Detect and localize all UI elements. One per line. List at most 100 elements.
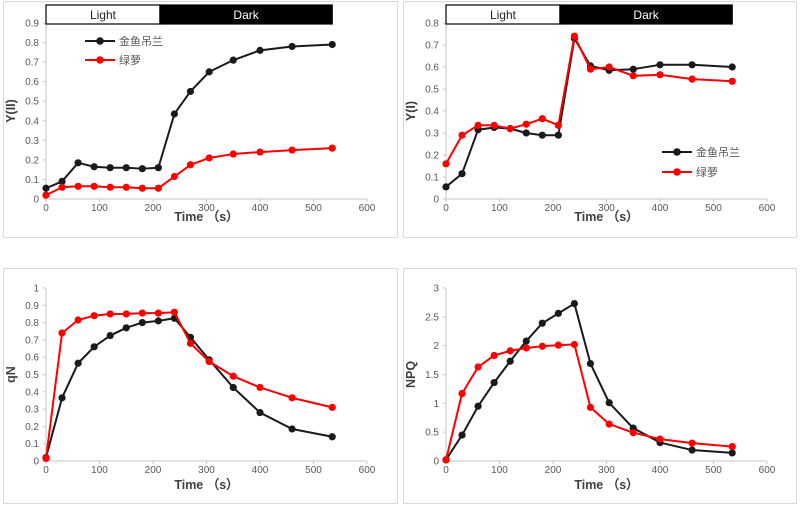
- y-tick-label: 0.2: [25, 422, 39, 433]
- x-tick-label: 400: [252, 203, 269, 214]
- x-tick-label: 600: [759, 465, 776, 476]
- data-point-marker: [570, 340, 578, 349]
- yii-line-chart: 0 100 200 300 400 500 600 0 0.1 0.2 0.3 0.4 0.5 0.6 0.…: [4, 4, 376, 224]
- data-point-marker: [138, 309, 146, 317]
- data-point-marker: [288, 425, 296, 433]
- series-line: [445, 302, 733, 461]
- data-point-marker: [58, 177, 66, 185]
- y-tick-label: 0.8: [425, 19, 439, 30]
- x-tick-label: 0: [443, 465, 449, 476]
- y-tick-label: 0.3: [425, 129, 439, 140]
- data-point-marker: [138, 165, 146, 173]
- x-tick-label: 200: [145, 203, 162, 214]
- data-point-marker: [256, 408, 264, 417]
- data-point-marker: [554, 341, 562, 349]
- data-point-marker: [106, 164, 114, 172]
- data-point-marker: [442, 183, 450, 191]
- data-point-marker: [554, 121, 562, 129]
- x-tick-label: 600: [359, 203, 376, 214]
- x-tick-label: 100: [491, 465, 508, 476]
- data-point-marker: [458, 431, 466, 439]
- data-point-marker: [122, 164, 130, 172]
- y-tick-label: 0: [33, 195, 39, 206]
- y1-series-black: [442, 34, 736, 191]
- y-tick-label: 0.8: [25, 318, 39, 329]
- data-point-marker: [474, 402, 482, 410]
- x-axis-title: Time （s）: [174, 209, 238, 224]
- phase-bar-dark: [159, 4, 333, 25]
- data-point-marker: [688, 61, 696, 69]
- data-point-marker: [58, 329, 66, 337]
- x-tick-label: 300: [198, 465, 215, 476]
- data-point-marker: [629, 429, 637, 437]
- data-point-marker: [728, 63, 736, 71]
- data-point-marker: [205, 154, 213, 162]
- data-point-marker: [74, 316, 82, 324]
- y-tick-label: 0.5: [25, 370, 39, 381]
- chart-panel-yi: 0 100 200 300 400 500 600 0 0.1 0.2 0.3 0.4 0.5 0.6 0.…: [403, 1, 797, 238]
- data-point-marker: [90, 312, 98, 320]
- qn-line-chart: 0 100 200 300 400 500 600 0 0.1 0.2 0.3 0.4 0.5 0.6 0.…: [4, 284, 376, 493]
- data-point-marker: [458, 389, 466, 398]
- data-point-marker: [522, 337, 530, 345]
- data-point-marker: [458, 170, 466, 178]
- y-tick-label: 0.4: [25, 116, 39, 127]
- data-point-marker: [74, 182, 82, 190]
- x-tick-label: 0: [443, 203, 449, 214]
- data-point-marker: [656, 61, 664, 69]
- x-tick-label: 0: [43, 465, 49, 476]
- npq-axes: 0 100 200 300 400 500 600 0 0.5 1 1.5 2 2.5 3: [425, 284, 776, 477]
- data-point-marker: [122, 310, 130, 318]
- y-tick-label: 0: [33, 457, 39, 468]
- x-axis-title: Time （s）: [574, 209, 638, 224]
- y1-series-red: [442, 32, 736, 168]
- data-point-marker: [538, 115, 546, 123]
- data-point-marker: [586, 359, 595, 368]
- y-tick-label: 0.4: [25, 387, 39, 398]
- y1-axes: 0 100 200 300 400 500 600 0 0.1 0.2 0.3 0.4 0.5 0.6 0.…: [425, 19, 776, 215]
- data-point-marker: [605, 420, 613, 428]
- data-point-marker: [170, 172, 178, 181]
- data-point-marker: [728, 77, 736, 85]
- data-point-marker: [90, 163, 98, 171]
- data-point-marker: [138, 319, 146, 327]
- data-point-marker: [288, 146, 296, 154]
- data-point-marker: [538, 319, 546, 327]
- y-tick-label: 0.5: [425, 428, 439, 439]
- data-point-marker: [586, 65, 595, 73]
- data-point-marker: [570, 299, 578, 308]
- data-point-marker: [688, 75, 696, 83]
- data-point-marker: [506, 125, 514, 133]
- data-point-marker: [122, 183, 130, 191]
- y-axis-title: Y(II): [4, 99, 18, 123]
- data-point-marker: [42, 191, 50, 199]
- qn-axes: 0 100 200 300 400 500 600 0 0.1 0.2 0.3 0.4 0.5 0.6 0.…: [25, 284, 376, 477]
- x-tick-label: 100: [91, 465, 108, 476]
- data-point-marker: [328, 433, 336, 441]
- data-point-marker: [688, 439, 696, 447]
- series-line: [445, 35, 733, 165]
- legend-label: 金鱼吊兰: [119, 34, 163, 48]
- x-tick-label: 300: [198, 203, 215, 214]
- y-tick-label: 3: [433, 284, 439, 295]
- y-tick-label: 0.1: [25, 175, 39, 186]
- legend-label: 金鱼吊兰: [696, 145, 740, 159]
- x-tick-label: 500: [705, 203, 722, 214]
- x-axis-title: Time （s）: [574, 477, 638, 492]
- legend-dot-marker: [96, 56, 104, 64]
- chart-panel-npq: 0 100 200 300 400 500 600 0 0.5 1 1.5 2 2.5 3 Time （s）…: [403, 268, 797, 504]
- data-point-marker: [656, 71, 664, 79]
- y-tick-label: 0.8: [25, 38, 39, 49]
- data-point-marker: [554, 131, 562, 139]
- phase-bar-dark-label: Dark: [633, 8, 659, 22]
- y-tick-label: 0.9: [25, 19, 39, 30]
- data-point-marker: [328, 144, 336, 152]
- data-point-marker: [458, 131, 466, 139]
- data-point-marker: [506, 347, 514, 355]
- y-tick-label: 0.2: [425, 151, 439, 162]
- y2-axes: 0 100 200 300 400 500 600 0 0.1 0.2 0.3 0.4 0.5 0.6 0.…: [25, 19, 376, 215]
- data-point-marker: [288, 42, 296, 51]
- phase-bar-dark: [559, 4, 733, 25]
- y-tick-label: 0.6: [425, 63, 439, 74]
